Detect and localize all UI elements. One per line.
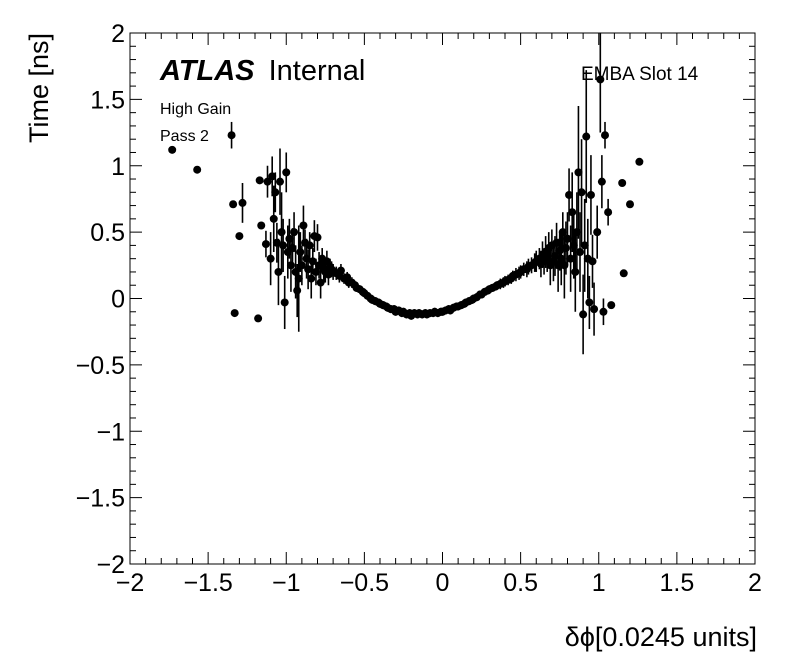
data-point: [582, 132, 591, 141]
data-point: [307, 274, 316, 283]
data-point: [566, 254, 575, 263]
y-tick-label: −1.5: [76, 485, 125, 513]
data-point: [565, 190, 574, 199]
data-point: [282, 168, 291, 177]
data-point: [280, 298, 289, 307]
x-tick-label: 2: [748, 569, 762, 597]
data-point: [286, 261, 295, 270]
y-tick-label: 0: [111, 286, 125, 314]
data-point: [227, 131, 236, 140]
data-point: [257, 221, 266, 230]
data-point: [580, 241, 589, 250]
pass-label: Pass 2: [160, 128, 209, 145]
data-point: [607, 301, 616, 310]
x-axis-title: δϕ[0.0245 units]: [565, 622, 757, 652]
data-point: [599, 307, 608, 316]
data-point: [290, 228, 299, 237]
data-point: [571, 267, 580, 276]
data-point: [311, 267, 320, 276]
data-point: [593, 228, 602, 237]
y-tick-label: 2: [111, 20, 125, 48]
data-point: [193, 165, 202, 174]
data-point: [304, 265, 313, 274]
atlas-label: ATLAS Internal: [159, 55, 365, 87]
data-point: [274, 267, 283, 276]
data-point: [230, 309, 239, 318]
x-tick-label: 1.5: [659, 569, 694, 597]
data-point: [279, 241, 288, 250]
x-tick-label: 0.5: [503, 569, 538, 597]
data-point: [576, 248, 584, 257]
data-point: [577, 188, 586, 197]
y-tick-label: −2: [96, 551, 125, 579]
data-point: [296, 248, 305, 257]
data-point: [229, 200, 238, 209]
x-tick-label: −1: [272, 569, 301, 597]
data-point: [574, 168, 583, 177]
data-point: [596, 75, 605, 84]
data-point: [276, 177, 284, 186]
data-point: [305, 241, 314, 250]
data-point: [168, 145, 177, 154]
data-points: [168, 33, 644, 355]
y-tick-label: 0.5: [90, 219, 125, 247]
data-point: [579, 310, 588, 319]
data-point: [586, 190, 595, 199]
data-point: [557, 254, 566, 263]
data-point: [294, 274, 303, 283]
data-point: [561, 244, 570, 253]
data-point: [293, 286, 302, 295]
data-point: [277, 228, 286, 237]
data-point: [588, 257, 597, 266]
data-point: [635, 157, 644, 166]
data-point: [568, 208, 577, 217]
x-tick-label: −2: [116, 569, 145, 597]
data-point: [619, 269, 628, 278]
data-point: [269, 214, 278, 223]
data-point: [268, 172, 277, 181]
data-point: [299, 221, 308, 230]
x-tick-label: −0.5: [340, 569, 389, 597]
data-point: [238, 198, 247, 207]
y-tick-label: −0.5: [76, 352, 125, 380]
data-point: [255, 176, 264, 185]
data-point: [604, 208, 613, 217]
data-point: [590, 305, 599, 314]
data-point: [563, 234, 572, 243]
data-point: [336, 266, 345, 275]
axis-ticks: [129, 32, 756, 565]
atlas-experiment: ATLAS: [159, 55, 255, 87]
data-point: [308, 257, 317, 266]
y-tick-label: 1: [111, 153, 125, 181]
data-point: [271, 188, 280, 197]
region-label: EMBA Slot 14: [581, 64, 699, 85]
data-point: [601, 131, 609, 140]
data-point: [316, 278, 325, 287]
data-point: [235, 232, 244, 241]
x-tick-label: 0: [436, 569, 450, 597]
y-tick-label: −1: [96, 418, 125, 446]
data-point: [263, 177, 272, 186]
x-tick-label: 1: [592, 569, 606, 597]
data-point: [313, 233, 322, 242]
tick-labels: −2 −1.5 −1 −0.5 0 0.5 1 1.5 2 −2 −1.5 −1 −0.5 0 0.5 1 1.…: [76, 20, 762, 597]
data-point: [626, 200, 634, 209]
data-point: [597, 177, 606, 186]
data-point: [261, 240, 270, 249]
gain-label: High Gain: [160, 101, 231, 118]
x-tick-label: −1.5: [183, 569, 232, 597]
y-tick-label: 1.5: [90, 86, 125, 114]
data-point: [254, 314, 263, 323]
data-point: [266, 254, 275, 263]
data-point: [585, 298, 594, 307]
atlas-status: Internal: [269, 55, 366, 87]
data-point: [618, 179, 627, 188]
y-axis-title: Time [ns]: [24, 33, 54, 143]
data-point: [297, 261, 306, 270]
